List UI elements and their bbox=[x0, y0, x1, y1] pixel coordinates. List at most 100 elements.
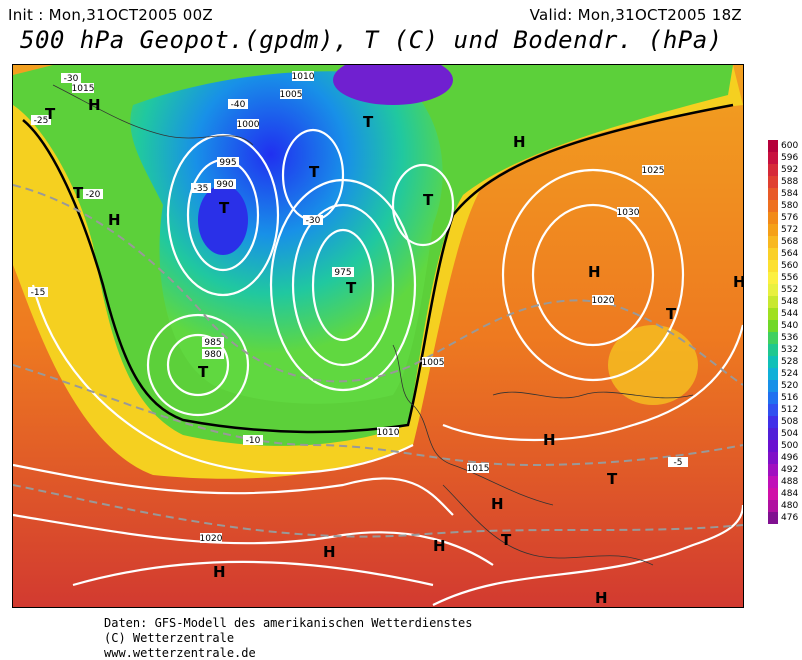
isobar-label: 990 bbox=[216, 180, 233, 190]
high-pressure-marker: H bbox=[433, 537, 446, 555]
temperature-label-bg bbox=[228, 99, 248, 109]
map-title: 500 hPa Geopot.(gpdm), T (C) und Bodendr… bbox=[20, 26, 723, 54]
temperature-label: -15 bbox=[31, 288, 46, 298]
footer-url: www.wetterzentrale.de bbox=[104, 646, 256, 660]
scale-step: 484 bbox=[762, 488, 798, 500]
scale-value: 520 bbox=[781, 381, 799, 391]
high-pressure-marker: H bbox=[513, 133, 526, 151]
scale-value: 548 bbox=[781, 297, 799, 307]
scale-swatch bbox=[768, 224, 778, 236]
low-pressure-marker: T bbox=[501, 531, 512, 549]
scale-step: 592 bbox=[762, 164, 798, 176]
scale-step: 488 bbox=[762, 476, 798, 488]
east-low-ring bbox=[608, 325, 698, 405]
scale-swatch bbox=[768, 464, 778, 476]
scale-step: 492 bbox=[762, 464, 798, 476]
scale-value: 592 bbox=[781, 165, 799, 175]
footer-copyright: (C) Wetterzentrale bbox=[104, 631, 235, 645]
scale-step: 512 bbox=[762, 404, 798, 416]
scale-swatch bbox=[768, 368, 778, 380]
scale-value: 512 bbox=[781, 405, 799, 415]
temperature-label: -20 bbox=[86, 190, 101, 200]
scale-value: 492 bbox=[781, 465, 799, 475]
scale-value: 556 bbox=[781, 273, 799, 283]
isobar-label-bg bbox=[200, 533, 222, 543]
coastlines bbox=[52, 84, 694, 566]
isobar-label-bg bbox=[202, 337, 224, 347]
scale-value: 584 bbox=[781, 189, 799, 199]
scale-swatch bbox=[768, 320, 778, 332]
scale-swatch bbox=[768, 260, 778, 272]
isobar-label-bg bbox=[377, 427, 399, 437]
high-pressure-marker: H bbox=[108, 211, 121, 229]
scale-value: 484 bbox=[781, 489, 799, 499]
high-pressure-marker: H bbox=[733, 273, 743, 291]
scale-step: 580 bbox=[762, 200, 798, 212]
scale-swatch bbox=[768, 416, 778, 428]
low-pressure-marker: T bbox=[423, 191, 434, 209]
temperature-label-bg bbox=[61, 73, 81, 83]
scale-step: 600 bbox=[762, 140, 798, 152]
high-pressure-marker: H bbox=[588, 263, 601, 281]
scale-step: 496 bbox=[762, 452, 798, 464]
isobar-label-bg bbox=[72, 83, 94, 93]
isobar-label: 1015 bbox=[467, 464, 490, 474]
scale-value: 600 bbox=[781, 141, 799, 151]
scale-step: 584 bbox=[762, 188, 798, 200]
low-pressure-marker: T bbox=[666, 305, 677, 323]
low-pressure-marker: T bbox=[198, 363, 209, 381]
scale-swatch bbox=[768, 332, 778, 344]
scale-value: 540 bbox=[781, 321, 799, 331]
scale-step: 596 bbox=[762, 152, 798, 164]
scale-value: 524 bbox=[781, 369, 799, 379]
scale-step: 564 bbox=[762, 248, 798, 260]
scale-value: 544 bbox=[781, 309, 799, 319]
isobar-label: 1020 bbox=[592, 296, 615, 306]
scale-swatch bbox=[768, 200, 778, 212]
isobar-label-bg bbox=[292, 71, 314, 81]
scale-swatch bbox=[768, 392, 778, 404]
scale-step: 480 bbox=[762, 500, 798, 512]
valid-time: Valid: Mon,31OCT2005 18Z bbox=[529, 6, 742, 24]
scale-swatch bbox=[768, 452, 778, 464]
isobar-label: 1020 bbox=[200, 534, 223, 544]
scale-value: 560 bbox=[781, 261, 799, 271]
scale-swatch bbox=[768, 440, 778, 452]
isobar-label: 995 bbox=[219, 158, 236, 168]
scale-step: 548 bbox=[762, 296, 798, 308]
weather-map: 1015 1010 1005 1000 995 990 985 980 975 1020 1025 1… bbox=[12, 64, 744, 608]
cold-pool-blue bbox=[198, 185, 248, 255]
scale-value: 576 bbox=[781, 213, 799, 223]
scale-step: 500 bbox=[762, 440, 798, 452]
low-pressure-marker: T bbox=[219, 199, 230, 217]
low-pressure-marker: T bbox=[346, 279, 357, 297]
low-pressure-marker: T bbox=[363, 113, 374, 131]
scale-swatch bbox=[768, 212, 778, 224]
temperature-label-bg bbox=[31, 115, 51, 125]
scale-value: 488 bbox=[781, 477, 799, 487]
scale-value: 568 bbox=[781, 237, 799, 247]
scale-swatch bbox=[768, 176, 778, 188]
isobars bbox=[13, 128, 743, 606]
isobar-label-bg bbox=[467, 463, 489, 473]
isobar-label: 1015 bbox=[72, 84, 95, 94]
temperature-label: -25 bbox=[34, 116, 49, 126]
scale-step: 516 bbox=[762, 392, 798, 404]
color-scale-legend: 600 596 592 588 584 580 576 572 568 564 560 556 552 5… bbox=[762, 140, 798, 524]
scale-step: 520 bbox=[762, 380, 798, 392]
init-time: Init : Mon,31OCT2005 00Z bbox=[8, 6, 213, 24]
scale-swatch bbox=[768, 152, 778, 164]
temperature-label-bg bbox=[191, 183, 211, 193]
isobar-label: 1025 bbox=[642, 166, 665, 176]
scale-swatch bbox=[768, 476, 778, 488]
scale-swatch bbox=[768, 500, 778, 512]
scale-value: 508 bbox=[781, 417, 799, 427]
isobar-label: 1000 bbox=[237, 120, 260, 130]
scale-value: 572 bbox=[781, 225, 799, 235]
scale-value: 516 bbox=[781, 393, 799, 403]
low-pressure-marker: T bbox=[45, 105, 56, 123]
isobar-label-bg bbox=[332, 267, 354, 277]
scale-step: 532 bbox=[762, 344, 798, 356]
scale-step: 552 bbox=[762, 284, 798, 296]
high-pressure-marker: H bbox=[88, 96, 101, 114]
